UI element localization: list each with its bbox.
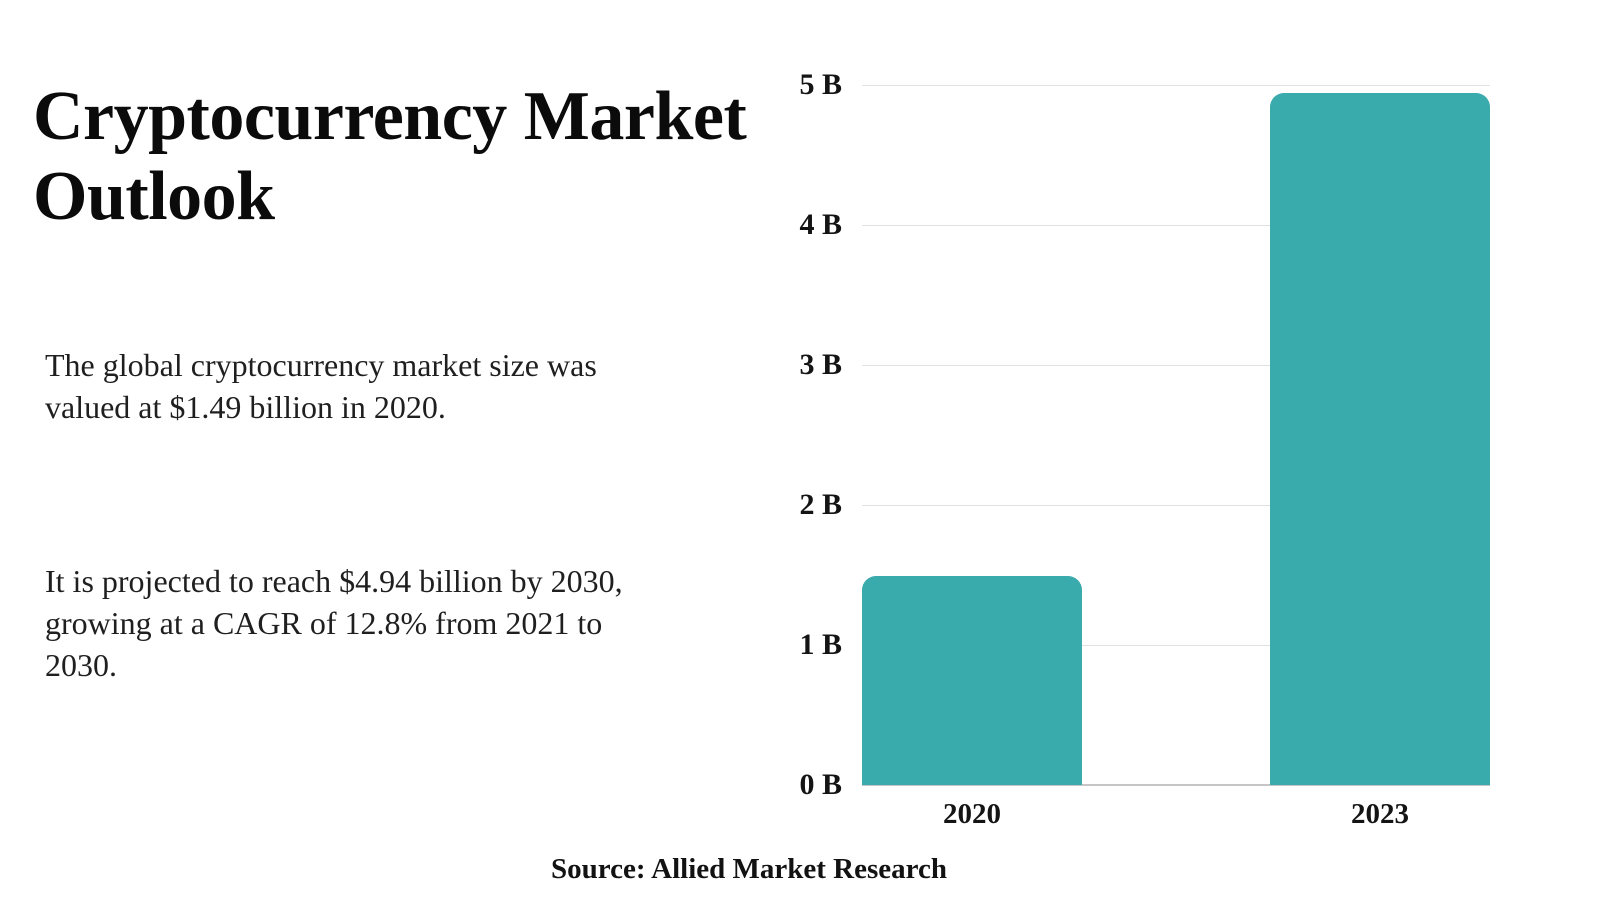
y-tick-label-4B: 4 B xyxy=(799,208,842,241)
bar-2020 xyxy=(862,576,1082,785)
market-size-paragraph: The global cryptocurrency market size wa… xyxy=(45,347,597,426)
page-title: Cryptocurrency Market Outlook xyxy=(33,77,747,235)
projection-paragraph: It is projected to reach $4.94 billion b… xyxy=(45,563,623,684)
y-tick-label-1B: 1 B xyxy=(799,628,842,661)
y-tick-label-5B: 5 B xyxy=(799,68,842,101)
gridline-2B xyxy=(862,504,1490,506)
x-axis-label-2023: 2023 xyxy=(1351,798,1409,830)
gridline-3B xyxy=(862,364,1490,366)
source-caption: Source: Allied Market Research xyxy=(551,853,947,885)
bar-2023 xyxy=(1270,93,1490,785)
y-tick-label-3B: 3 B xyxy=(799,348,842,381)
y-tick-label-0B: 0 B xyxy=(799,768,842,801)
gridline-5B xyxy=(862,84,1490,86)
x-axis-label-2020: 2020 xyxy=(943,798,1001,830)
plot-area xyxy=(862,84,1490,786)
gridline-4B xyxy=(862,224,1490,226)
y-tick-label-2B: 2 B xyxy=(799,488,842,521)
gridline-1B xyxy=(862,644,1490,646)
x-axis-baseline xyxy=(862,784,1490,786)
